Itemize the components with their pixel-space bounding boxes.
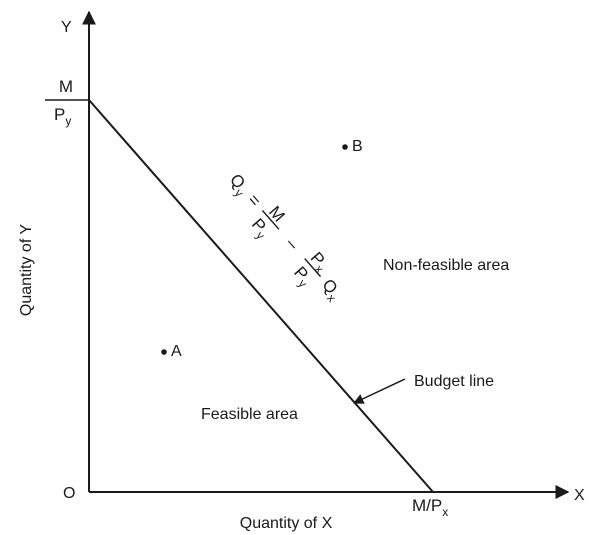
y-axis-title: Quantity of Y <box>18 224 35 317</box>
equation-equals: = <box>244 190 265 210</box>
x-axis-label: X <box>574 487 585 504</box>
budget-equation: Qy = M Py – Px Py Qx <box>223 170 345 305</box>
equation-lhs: Qy <box>223 170 253 200</box>
budget-line-label: Budget line <box>414 373 494 390</box>
equation-fraction2-bar <box>304 258 322 278</box>
origin-label: O <box>63 485 75 502</box>
equation-fraction1-bar <box>261 210 280 230</box>
feasible-area-label: Feasible area <box>201 406 298 423</box>
point-b-label: B <box>352 138 363 155</box>
y-intercept-numerator: M <box>59 77 73 96</box>
y-intercept-denominator: Py <box>54 105 71 128</box>
y-axis-label: Y <box>61 19 72 36</box>
point-a-label: A <box>171 343 182 360</box>
budget-line <box>88 99 434 493</box>
x-intercept-label: M/Px <box>412 496 448 519</box>
budget-line-pointer <box>353 378 406 404</box>
equation-minus: – <box>282 234 303 254</box>
point-b-marker <box>342 144 348 150</box>
point-a-marker <box>161 349 167 355</box>
non-feasible-area-label: Non-feasible area <box>383 257 509 274</box>
x-axis-title: Quantity of X <box>240 515 333 532</box>
equation-rhs: Qx <box>315 275 345 305</box>
